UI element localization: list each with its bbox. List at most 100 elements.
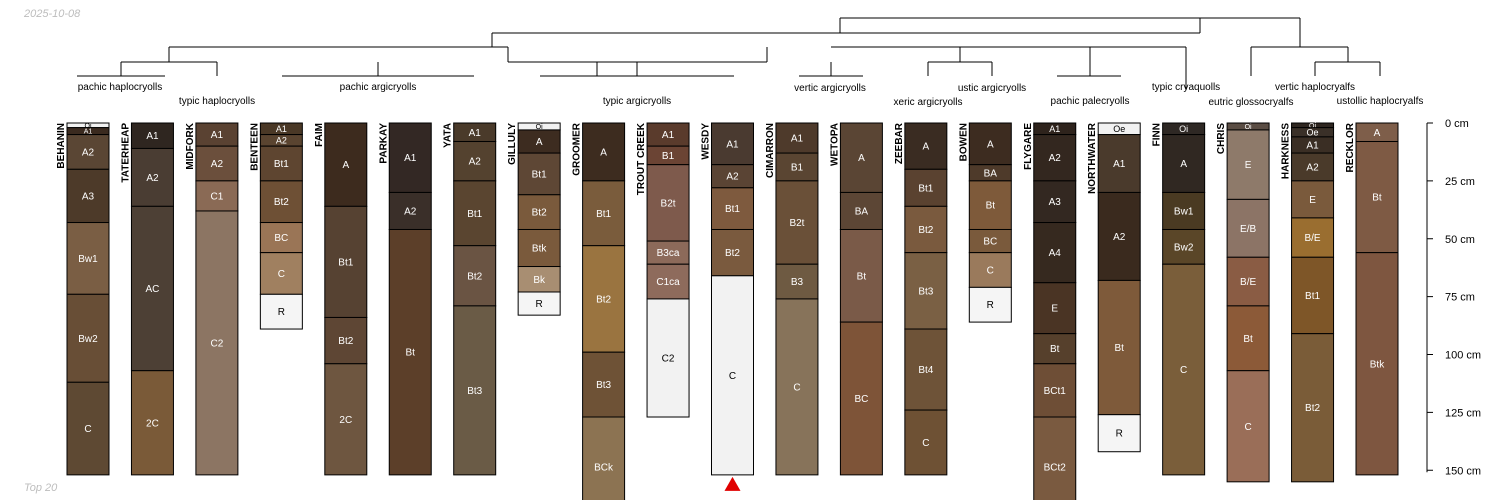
horizon-be <box>1291 217 1335 258</box>
horizon-label: C <box>84 424 91 435</box>
horizon-label: Bt1 <box>725 204 740 215</box>
soil-profile: Oe A1 A2 Bt R NORTHWATER <box>1087 122 1141 453</box>
horizon-b3 <box>775 263 819 300</box>
horizon-label: A1 <box>404 153 417 164</box>
horizon-label: Bt1 <box>274 159 289 170</box>
horizon-label: A1 <box>84 129 93 136</box>
horizon-label: C <box>987 266 994 277</box>
horizon-label: A1 <box>662 130 675 141</box>
horizon-label: Bt <box>986 201 996 212</box>
horizon-label: Bt <box>1372 193 1382 204</box>
subgroup-label: xeric argicryolls <box>894 97 963 108</box>
profile-name: WESDY <box>701 123 712 160</box>
profile-name: GROOMER <box>572 122 583 176</box>
horizon-b2t <box>646 164 690 242</box>
horizon-label: E <box>1051 304 1058 315</box>
horizon-a <box>324 122 368 207</box>
subgroup-label: typic cryaquolls <box>1152 82 1220 93</box>
horizon-label: E <box>1245 160 1252 171</box>
horizon-e <box>1033 282 1077 335</box>
horizon-bw2 <box>1162 228 1206 265</box>
depth-tick-label: 0 cm <box>1445 118 1469 130</box>
horizon-label: C <box>922 438 929 449</box>
horizon-label: Bt2 <box>725 248 740 259</box>
horizon-bct2 <box>1033 416 1077 500</box>
horizon-a2 <box>388 191 432 230</box>
depth-tick-label: 75 cm <box>1445 292 1475 304</box>
profile-name: FLYGARE <box>1023 123 1034 170</box>
horizon-eb <box>1226 198 1270 258</box>
horizon-c <box>711 275 754 476</box>
horizon-label: Btk <box>1370 359 1385 370</box>
horizon-a2 <box>1097 191 1141 281</box>
soil-profile: A BA Bt BC C R BOWEN <box>958 122 1012 323</box>
soil-profile: A1 B1 B2t B3ca C1ca C2 TROUT CREEK <box>636 122 690 418</box>
depth-tick-label: 50 cm <box>1445 234 1475 246</box>
horizon-label: Bt2 <box>467 271 482 282</box>
horizon-label: Oi <box>1245 124 1252 131</box>
horizon-label: R <box>536 299 543 310</box>
horizon-bt3 <box>582 351 626 418</box>
horizon-ac <box>130 205 174 372</box>
horizon-label: Oi <box>1309 123 1316 130</box>
horizon-a <box>904 122 948 170</box>
horizon-a <box>839 122 883 193</box>
horizon-label: A1 <box>211 130 224 141</box>
horizon-label: A1 <box>1113 159 1126 170</box>
horizon-label: R <box>987 300 994 311</box>
soil-profile: A Bt Btk RECKLOR <box>1345 122 1399 476</box>
soil-profile: A1 B1 B2t B3 C CIMARRON <box>765 122 819 476</box>
horizon-label: A2 <box>1049 153 1062 164</box>
horizon-label: Bk <box>533 275 546 286</box>
dendrogram <box>77 17 1381 90</box>
profile-name: YATA <box>443 123 454 148</box>
horizon-label: A1 <box>726 139 739 150</box>
horizon-label: A <box>342 160 349 171</box>
soil-profile: Oi A Bw1 Bw2 C FINN <box>1152 122 1206 476</box>
horizon-label: A <box>923 142 930 153</box>
horizon-label: Bw2 <box>1174 242 1194 253</box>
horizon-c <box>1162 263 1206 476</box>
horizon-label: BA <box>984 168 998 179</box>
horizon-label: AC <box>145 284 159 295</box>
horizon-label: Bt <box>1114 343 1124 354</box>
horizon-label: Oi <box>536 124 543 131</box>
horizon-label: Bw1 <box>78 254 98 265</box>
profile-name: GILLULY <box>507 123 518 165</box>
profile-name: ZEEBAR <box>894 122 905 164</box>
soil-profile: A Bt1 Bt2 2C FAIM <box>314 122 368 476</box>
horizon-label: Bw2 <box>78 334 98 345</box>
horizon-btk <box>1355 252 1399 476</box>
soil-profile: A1 A2 Bt1 Bt2 BC C R BENTEEN <box>249 122 303 330</box>
horizon-a <box>968 122 1012 166</box>
horizon-c <box>775 298 819 476</box>
subgroup-label: pachic argicryolls <box>340 82 417 93</box>
horizon-bt <box>388 228 432 476</box>
horizon-label: Bt2 <box>274 197 289 208</box>
horizon-label: A3 <box>1049 197 1062 208</box>
horizon-r <box>259 293 303 330</box>
soil-profile: A1 A2 Bt PARKAY <box>378 122 432 476</box>
horizon-label: A1 <box>146 131 159 142</box>
horizon-a <box>582 122 626 182</box>
horizon-label: Bt <box>1243 334 1253 345</box>
horizon-btk <box>517 228 561 268</box>
depth-tick-label: 125 cm <box>1445 407 1481 419</box>
horizon-label: Bt1 <box>918 183 933 194</box>
profile-name: HARKNESS <box>1281 123 1292 179</box>
horizon-label: C <box>278 269 285 280</box>
profile-name: FINN <box>1152 123 1163 146</box>
subgroup-label: vertic haplocryalfs <box>1275 82 1355 93</box>
horizon-label: BCt2 <box>1044 462 1067 473</box>
horizon-label: Bt1 <box>532 169 547 180</box>
profile-name: TATERHEAP <box>120 123 131 183</box>
horizon-label: A1 <box>1306 140 1319 151</box>
date-stamp: 2025-10-08 <box>24 8 81 20</box>
horizon-label: C1 <box>211 191 224 202</box>
horizon-r <box>968 286 1012 323</box>
horizon-label: A2 <box>404 206 417 217</box>
horizon-c2 <box>195 210 239 476</box>
horizon-label: Bt <box>1050 344 1060 355</box>
horizon-bw1 <box>66 222 110 295</box>
